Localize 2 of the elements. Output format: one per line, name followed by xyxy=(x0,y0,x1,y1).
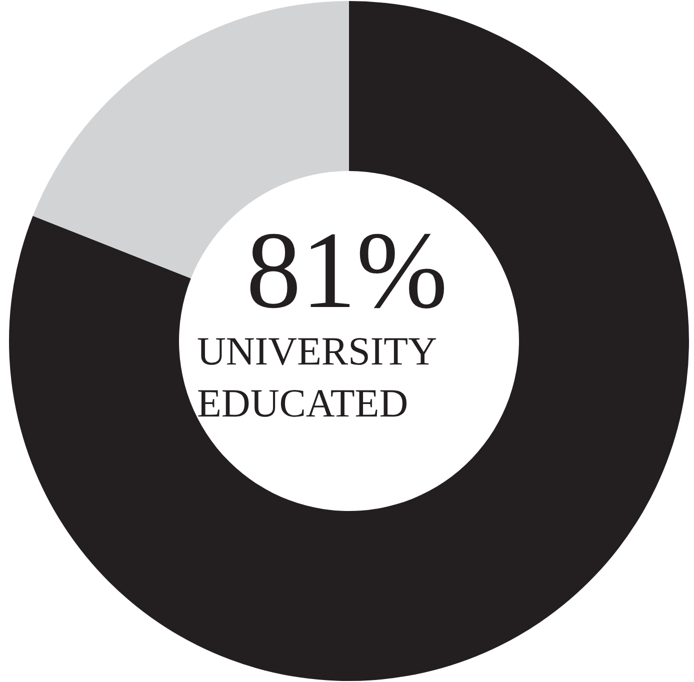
data-label: 81% xyxy=(246,209,448,331)
slice-label: UNIVERSITY EDUCATED xyxy=(197,328,446,426)
